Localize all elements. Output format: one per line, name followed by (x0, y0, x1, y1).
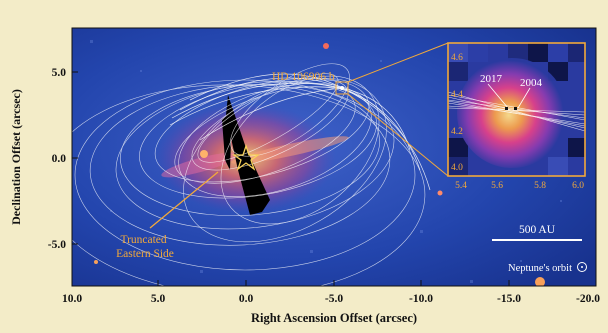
inset-x-tick-label: 6.0 (572, 181, 584, 191)
scale-bar-label: 500 AU (519, 224, 556, 236)
neptune-orbit-label: Neptune's orbit (508, 263, 572, 274)
epoch-marker-2004 (514, 107, 517, 110)
x-tick-label: -15.0 (497, 293, 521, 305)
x-axis-title: Right Ascension Offset (arcsec) (251, 311, 417, 325)
y-tick-label: 5.0 (52, 67, 67, 79)
inset-connector-bottom (347, 93, 449, 177)
source-2 (437, 190, 443, 196)
inset-y-tick-label: 4.2 (451, 127, 463, 137)
axis-ticks (71, 71, 597, 286)
y-tick-label: -5.0 (48, 239, 66, 251)
planet-box (335, 81, 349, 95)
inset-connector-top (347, 42, 449, 83)
y-tick-label: 0.0 (52, 153, 67, 165)
source-1 (323, 43, 329, 49)
x-tick-label: 0.0 (239, 293, 254, 305)
y-axis-title: Declination Offset (arcsec) (9, 89, 23, 225)
source-5 (94, 260, 98, 264)
star-marker (231, 143, 261, 171)
eastern-side-label: Truncated Eastern Side (116, 234, 174, 260)
epoch-label-2004: 2004 (520, 77, 543, 89)
inset-y-tick-label: 4.4 (451, 90, 463, 100)
inset-x-tick-label: 5.8 (534, 181, 546, 191)
x-tick-label: 10.0 (62, 293, 82, 305)
x-tick-label: 5.0 (151, 293, 166, 305)
inset-x-tick-label: 5.4 (455, 181, 467, 191)
planet-label: HD 106906 b (272, 71, 335, 83)
source-3 (200, 150, 208, 158)
inset-y-tick-label: 4.0 (451, 163, 463, 173)
x-tick-label: -20.0 (576, 293, 600, 305)
disk-streak (231, 136, 349, 164)
inset-x-tick-label: 5.6 (491, 181, 503, 191)
x-tick-label: -10.0 (409, 293, 433, 305)
source-4 (535, 277, 545, 286)
eastern-side-pointer (149, 171, 219, 229)
inset-panel (447, 42, 586, 177)
neptune-orbit-icon (577, 262, 587, 272)
epoch-marker-2017 (505, 107, 508, 110)
inset-y-tick-label: 4.6 (451, 53, 463, 63)
coronagraph-mask (226, 95, 270, 215)
orbit-strands (169, 73, 431, 191)
x-tick-label: -5.0 (325, 293, 343, 305)
epoch-label-2017: 2017 (480, 73, 503, 85)
